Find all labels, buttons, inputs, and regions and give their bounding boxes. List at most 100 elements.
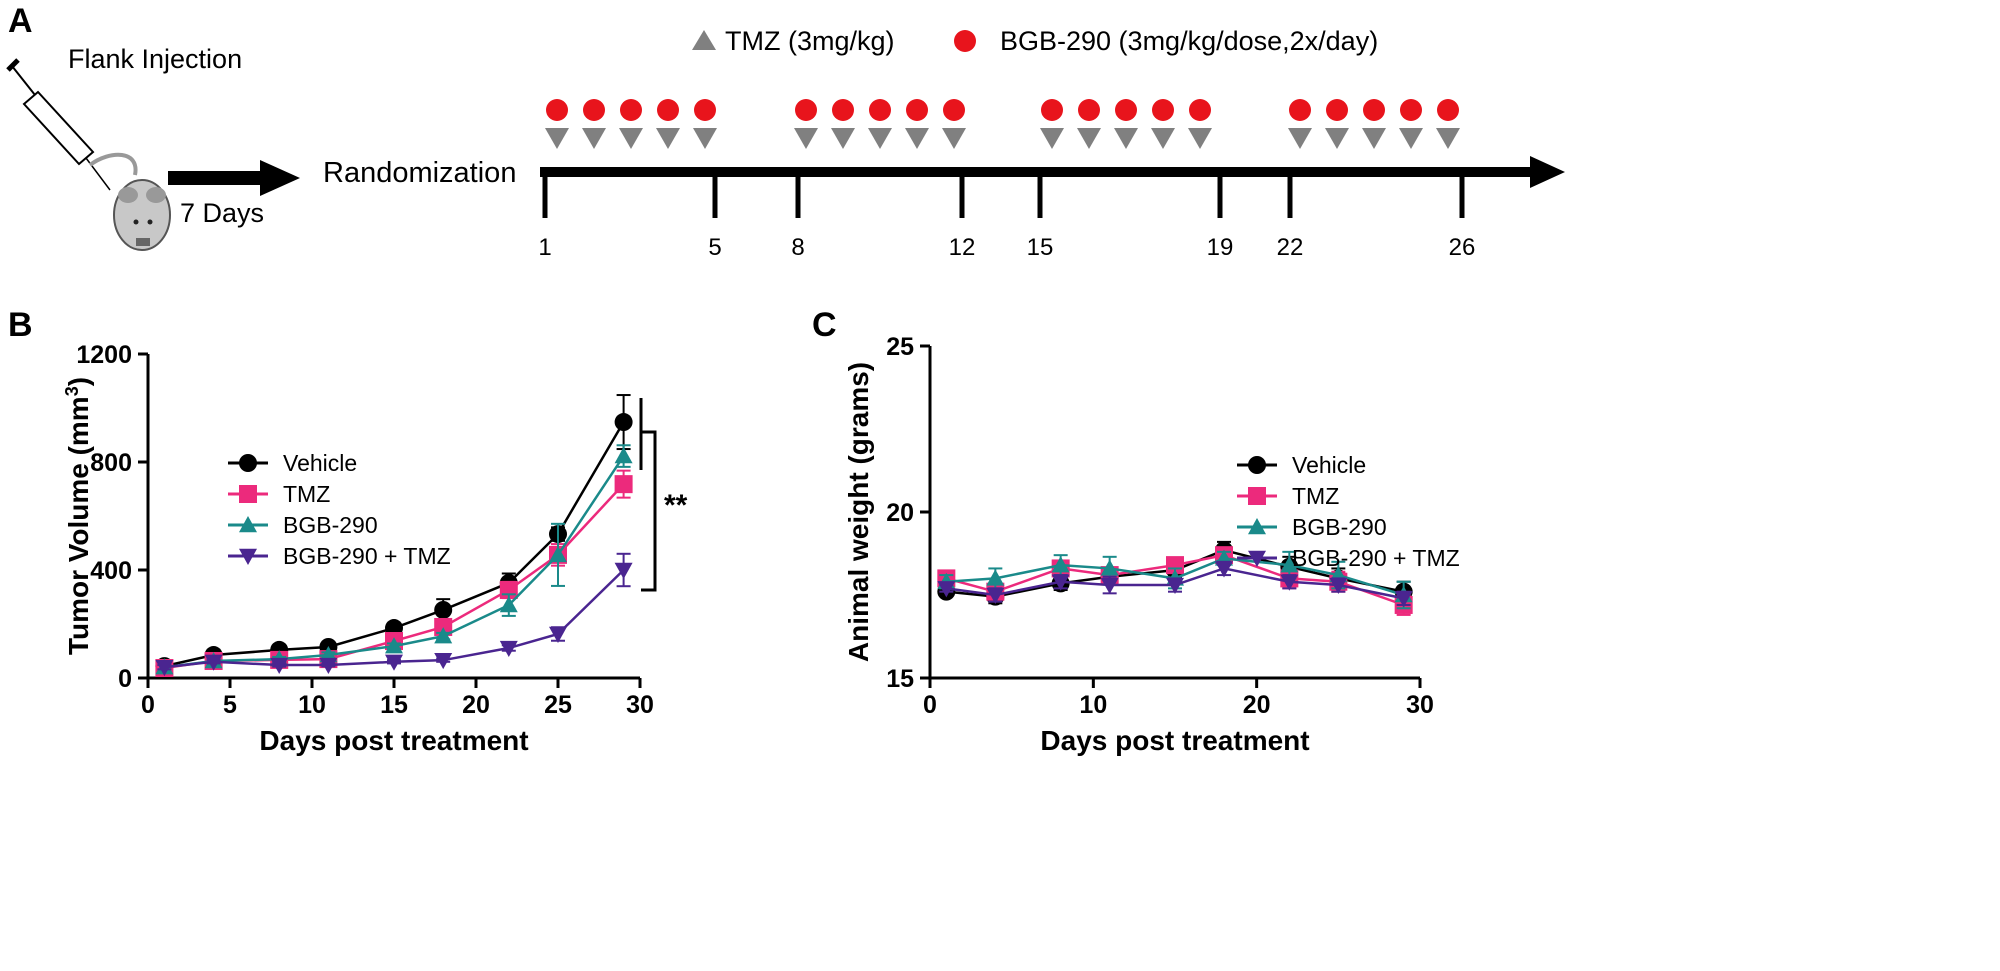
legend-tmz: TMZ (3mg/kg) <box>725 26 895 56</box>
data-point <box>1280 574 1299 591</box>
legend-label: BGB-290 <box>283 512 378 538</box>
data-point <box>1051 556 1070 573</box>
y-tick-label: 0 <box>118 665 132 693</box>
data-point <box>385 654 403 671</box>
timeline-day-label: 19 <box>1207 234 1234 261</box>
data-point <box>1248 550 1266 567</box>
bgb-dose-marker <box>1041 99 1063 121</box>
data-point <box>1051 574 1070 591</box>
flank-injection-label: Flank Injection <box>68 44 242 74</box>
tmz-dose-marker <box>545 128 569 149</box>
tmz-dose-marker <box>831 128 855 149</box>
bgb-dose-marker <box>1078 99 1100 121</box>
tmz-dose-marker <box>1362 128 1386 149</box>
syringe-icon <box>6 58 111 191</box>
bgb-dose-marker <box>1437 99 1459 121</box>
data-point <box>1100 559 1119 576</box>
timeline-day-label: 26 <box>1449 234 1476 261</box>
chart-c-xlabel: Days post treatment <box>1040 725 1309 756</box>
data-point <box>1248 518 1266 535</box>
x-tick-label: 20 <box>462 691 490 719</box>
tmz-dose-marker <box>619 128 643 149</box>
legend: Vehicle TMZ BGB-290 BGB-290 + TMZ <box>1237 452 1460 571</box>
bgb-dose-marker <box>1189 99 1211 121</box>
bgb-dose-marker <box>1115 99 1137 121</box>
timeline-day-label: 8 <box>791 234 804 261</box>
legend-label: Vehicle <box>283 450 357 476</box>
significance-label: ** <box>664 489 688 522</box>
legend-label: BGB-290 + TMZ <box>283 543 451 569</box>
data-point <box>937 581 956 598</box>
series-bgb-290-tmz <box>937 560 1413 608</box>
dosing-markers <box>545 99 1460 149</box>
x-tick-label: 25 <box>544 691 572 719</box>
significance-bracket: ** <box>639 398 688 592</box>
chart-c-ylabel: Animal weight (grams) <box>843 362 874 662</box>
bgb-dose-marker <box>832 99 854 121</box>
data-point <box>986 569 1005 586</box>
tmz-dose-marker <box>1188 128 1212 149</box>
bgb-dose-marker <box>694 99 716 121</box>
animal-weight-chart: 0 10 20 30 15 20 25 Vehicle TMZ BGB-290 BGB-290 + … <box>886 333 1459 719</box>
bgb-dose-marker <box>943 99 965 121</box>
wait-label: 7 Days <box>180 198 264 228</box>
y-tick-label: 400 <box>90 557 132 585</box>
tmz-triangle-icon <box>692 30 716 50</box>
bgb-dose-marker <box>583 99 605 121</box>
y-tick-label: 15 <box>886 665 914 693</box>
x-tick-label: 30 <box>1406 691 1434 719</box>
bgb-dose-marker <box>546 99 568 121</box>
bgb-dose-marker <box>906 99 928 121</box>
timeline-day-label: 22 <box>1277 234 1304 261</box>
tmz-dose-marker <box>1399 128 1423 149</box>
timeline-day-label: 12 <box>949 234 976 261</box>
x-tick-label: 5 <box>223 691 237 719</box>
x-tick-label: 20 <box>1243 691 1271 719</box>
randomization-label: Randomization <box>323 157 516 189</box>
data-point <box>499 596 518 613</box>
data-point <box>1280 556 1299 573</box>
data-point <box>239 516 257 533</box>
data-point <box>1248 456 1266 474</box>
data-point <box>499 640 518 658</box>
data-point <box>434 600 453 619</box>
panel-label-b: B <box>8 306 33 344</box>
data-point <box>549 626 567 643</box>
bgb-dose-marker <box>1152 99 1174 121</box>
legend-label: TMZ <box>1292 483 1339 509</box>
legend-bgb: BGB-290 (3mg/kg/dose,2x/day) <box>1000 26 1378 56</box>
legend-label: BGB-290 + TMZ <box>1292 545 1460 571</box>
x-tick-label: 0 <box>923 691 937 719</box>
x-tick-label: 10 <box>298 691 326 719</box>
tmz-dose-marker <box>1288 128 1312 149</box>
y-tick-label: 25 <box>886 333 914 361</box>
data-point <box>1329 577 1348 595</box>
data-point <box>1166 577 1184 595</box>
bgb-dose-marker <box>1289 99 1311 121</box>
data-point <box>204 654 223 671</box>
bgb-dose-marker <box>657 99 679 121</box>
data-point <box>1394 591 1413 608</box>
data-point <box>434 617 453 636</box>
tmz-dose-marker <box>1151 128 1175 149</box>
data-point <box>549 545 567 563</box>
x-tick-label: 10 <box>1079 691 1107 719</box>
timeline-ticks: 1 5 8 12 15 19 22 26 <box>538 172 1475 261</box>
panel-label-a: A <box>8 2 33 40</box>
tmz-dose-marker <box>905 128 929 149</box>
tmz-dose-marker <box>656 128 680 149</box>
tmz-dose-marker <box>942 128 966 149</box>
arrow-right-icon <box>168 160 300 196</box>
data-point <box>1100 577 1119 595</box>
mouse-icon <box>88 152 171 251</box>
data-point <box>614 447 633 464</box>
data-point <box>239 485 257 503</box>
y-tick-label: 800 <box>90 449 132 477</box>
tmz-dose-marker <box>1436 128 1460 149</box>
x-tick-label: 30 <box>626 691 654 719</box>
y-tick-label: 1200 <box>76 341 132 369</box>
data-point <box>986 587 1005 604</box>
tmz-dose-marker <box>582 128 606 149</box>
timeline-day-label: 15 <box>1027 234 1054 261</box>
timeline-day-label: 5 <box>708 234 721 261</box>
